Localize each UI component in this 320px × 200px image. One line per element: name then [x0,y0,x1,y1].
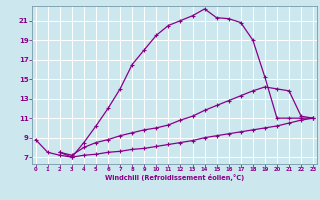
X-axis label: Windchill (Refroidissement éolien,°C): Windchill (Refroidissement éolien,°C) [105,174,244,181]
